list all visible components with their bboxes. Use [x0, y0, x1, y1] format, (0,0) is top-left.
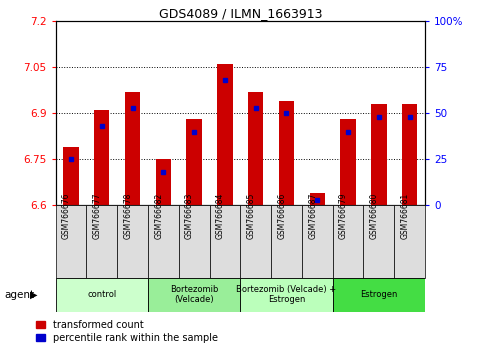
Bar — [394, 205, 425, 278]
Bar — [117, 205, 148, 278]
Bar — [248, 92, 263, 205]
Text: GSM766676: GSM766676 — [62, 193, 71, 239]
Text: GSM766687: GSM766687 — [308, 193, 317, 239]
Bar — [310, 193, 325, 205]
Bar — [333, 205, 364, 278]
Text: agent: agent — [5, 290, 35, 300]
Bar — [156, 159, 171, 205]
Bar — [86, 205, 117, 278]
Text: GSM766680: GSM766680 — [370, 193, 379, 239]
Text: ▶: ▶ — [30, 290, 38, 300]
Bar — [279, 101, 294, 205]
Text: Bortezomib
(Velcade): Bortezomib (Velcade) — [170, 285, 218, 304]
Text: GSM766681: GSM766681 — [400, 193, 410, 239]
Bar — [341, 119, 356, 205]
Bar — [148, 278, 241, 312]
Text: control: control — [87, 290, 116, 299]
Bar — [217, 64, 233, 205]
Bar — [148, 205, 179, 278]
Text: GSM766683: GSM766683 — [185, 193, 194, 239]
Text: Bortezomib (Velcade) +
Estrogen: Bortezomib (Velcade) + Estrogen — [236, 285, 337, 304]
Bar — [371, 104, 386, 205]
Bar — [56, 278, 148, 312]
Bar — [63, 147, 79, 205]
Bar — [333, 278, 425, 312]
Bar — [271, 205, 302, 278]
Text: Estrogen: Estrogen — [360, 290, 398, 299]
Title: GDS4089 / ILMN_1663913: GDS4089 / ILMN_1663913 — [158, 7, 322, 20]
Bar — [241, 278, 333, 312]
Text: GSM766685: GSM766685 — [247, 193, 256, 239]
Text: GSM766686: GSM766686 — [277, 193, 286, 239]
Bar — [210, 205, 240, 278]
Bar — [179, 205, 210, 278]
Bar — [364, 205, 394, 278]
Bar — [186, 119, 202, 205]
Legend: transformed count, percentile rank within the sample: transformed count, percentile rank withi… — [36, 320, 218, 343]
Text: GSM766684: GSM766684 — [216, 193, 225, 239]
Text: GSM766679: GSM766679 — [339, 193, 348, 239]
Bar — [302, 205, 333, 278]
Bar — [125, 92, 140, 205]
Bar — [240, 205, 271, 278]
Bar — [402, 104, 417, 205]
Bar — [56, 205, 86, 278]
Text: GSM766682: GSM766682 — [154, 193, 163, 239]
Bar — [94, 110, 110, 205]
Text: GSM766677: GSM766677 — [93, 193, 102, 239]
Text: GSM766678: GSM766678 — [124, 193, 132, 239]
